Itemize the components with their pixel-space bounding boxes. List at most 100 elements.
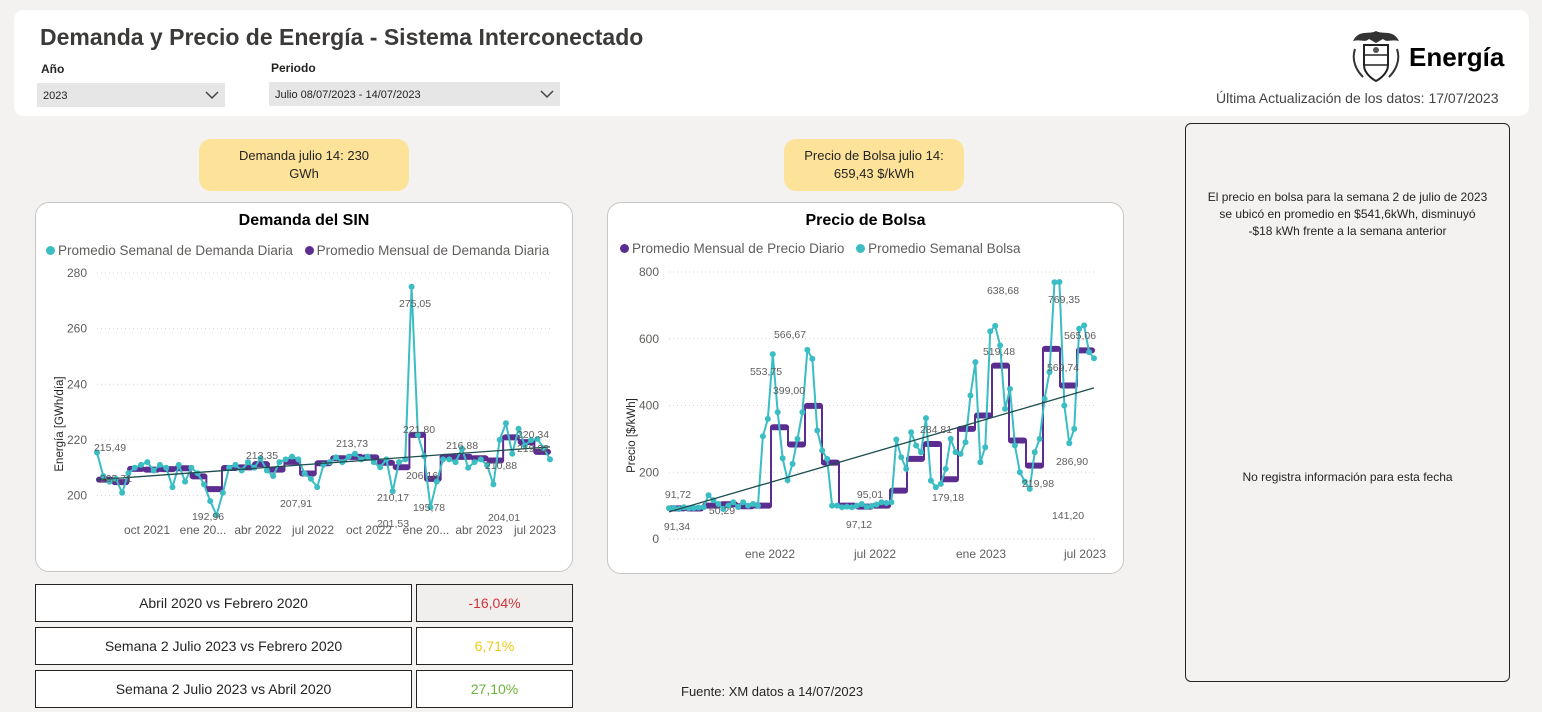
price-kpi-card: Precio de Bolsa julio 14: 659,43 $/kWh [784, 139, 964, 191]
x-tick-label: ene 20... [403, 523, 450, 537]
data-label: 219,92 [517, 443, 549, 455]
weekly-point [952, 449, 959, 456]
legend-item-weekly[interactable]: Promedio Semanal de Demanda Diaria [46, 243, 293, 258]
data-label: 553,75 [750, 366, 782, 378]
weekly-point [1016, 469, 1023, 476]
data-label: 215,49 [94, 442, 126, 454]
legend-label: Promedio Semanal Bolsa [868, 241, 1021, 256]
x-tick-label: ene 2022 [745, 547, 795, 561]
weekly-point [370, 459, 377, 466]
weekly-point [1011, 442, 1018, 449]
weekly-point [270, 473, 277, 480]
y-tick-label: 400 [639, 399, 659, 413]
comparison-label-3: Semana 2 Julio 2023 vs Abril 2020 [35, 670, 412, 708]
weekly-point [690, 504, 697, 511]
demand-chart-plot: 200 220 240 260 280 Energía [GWh/día] oct 2021… [54, 266, 556, 537]
weekly-point [490, 481, 497, 488]
weekly-point [515, 425, 522, 432]
weekly-point [125, 470, 132, 477]
weekly-point [106, 478, 113, 485]
weekly-point [358, 456, 365, 463]
weekly-point [992, 322, 999, 329]
legend-item-monthly[interactable]: Promedio Mensual de Demanda Diaria [304, 243, 549, 258]
weekly-point [1081, 322, 1088, 329]
weekly-point [200, 481, 207, 488]
period-value: Julio 08/07/2023 - 14/07/2023 [275, 89, 421, 101]
data-label: 275,05 [399, 298, 431, 310]
data-label: 192,96 [192, 511, 224, 523]
weekly-point [245, 459, 251, 466]
weekly-point [364, 453, 371, 460]
weekly-point [774, 409, 781, 416]
price-chart-plot: 0 200 400 600 800 Precio [$/kWh] ene 2022 jul 2… [626, 265, 1106, 561]
no-data-text: No registra información para esta fecha [1242, 470, 1453, 484]
chevron-down-icon [540, 90, 554, 99]
year-label: Año [41, 62, 65, 76]
data-label: 97,12 [846, 519, 872, 531]
weekly-point [834, 502, 841, 509]
weekly-point [282, 456, 289, 463]
weekly-point [819, 447, 826, 454]
weekly-point [276, 459, 283, 466]
demand-chart-legend: Promedio Semanal de Demanda Diaria Prome… [46, 243, 557, 258]
weekly-point [389, 488, 396, 495]
weekly-point [502, 420, 509, 427]
weekly-point [188, 464, 195, 471]
weekly-point [957, 450, 964, 457]
weekly-point [314, 484, 321, 491]
weekly-point [345, 453, 352, 460]
data-label: 207,91 [280, 498, 312, 510]
weekly-point [232, 461, 239, 468]
weekly-point [888, 499, 895, 506]
weekly-point [848, 504, 855, 511]
data-label: 213,35 [246, 450, 278, 462]
legend-dot-icon [46, 246, 55, 255]
weekly-point [1046, 369, 1053, 376]
weekly-series-line [96, 286, 551, 519]
period-dropdown[interactable]: Julio 08/07/2023 - 14/07/2023 [269, 82, 560, 106]
weekly-point [750, 500, 757, 507]
weekly-point [534, 435, 541, 442]
y-tick-label: 200 [67, 489, 87, 503]
year-dropdown[interactable]: 2023 [37, 83, 225, 107]
weekly-point [705, 492, 712, 499]
weekly-point [477, 456, 484, 463]
weekly-point [100, 473, 107, 480]
weekly-point [1056, 279, 1063, 286]
weekly-point [169, 484, 176, 491]
legend-item-monthly[interactable]: Promedio Mensual de Precio Diario [620, 241, 844, 256]
data-label: 769,35 [1048, 294, 1080, 306]
x-tick-label: jul 2022 [853, 547, 896, 561]
demand-kpi-card: Demanda julio 14: 230 GWh [199, 139, 409, 191]
weekly-point [838, 504, 845, 511]
weekly-point [754, 502, 761, 509]
weekly-point [119, 489, 126, 496]
weekly-point [1051, 279, 1058, 286]
weekly-point [521, 442, 528, 449]
data-label: 95,01 [857, 489, 883, 501]
legend-label: Promedio Semanal de Demanda Diaria [58, 243, 293, 258]
demand-chart-card: Demanda del SIN Promedio Semanal de Dema… [35, 202, 573, 572]
weekly-point [967, 392, 974, 399]
data-label: 141,20 [1052, 510, 1084, 522]
weekly-point [789, 460, 796, 467]
legend-dot-icon [620, 244, 629, 253]
y-tick-label: 200 [639, 465, 659, 479]
legend-item-weekly[interactable]: Promedio Semanal Bolsa [856, 241, 1020, 256]
weekly-point [440, 456, 447, 463]
weekly-point [1031, 449, 1038, 456]
weekly-point [853, 502, 860, 509]
weekly-point [735, 503, 742, 510]
y-tick-label: 0 [652, 532, 659, 546]
weekly-point [814, 427, 821, 434]
weekly-point [868, 502, 875, 509]
weekly-point [351, 450, 358, 457]
y-tick-label: 600 [639, 332, 659, 346]
weekly-point [94, 449, 100, 456]
weekly-point [987, 328, 994, 335]
weekly-point [131, 464, 138, 471]
weekly-point [764, 415, 771, 422]
data-label: 284,81 [920, 424, 952, 436]
x-tick-label: abr 2022 [234, 523, 282, 537]
comparison-value-3: 27,10% [416, 670, 573, 708]
